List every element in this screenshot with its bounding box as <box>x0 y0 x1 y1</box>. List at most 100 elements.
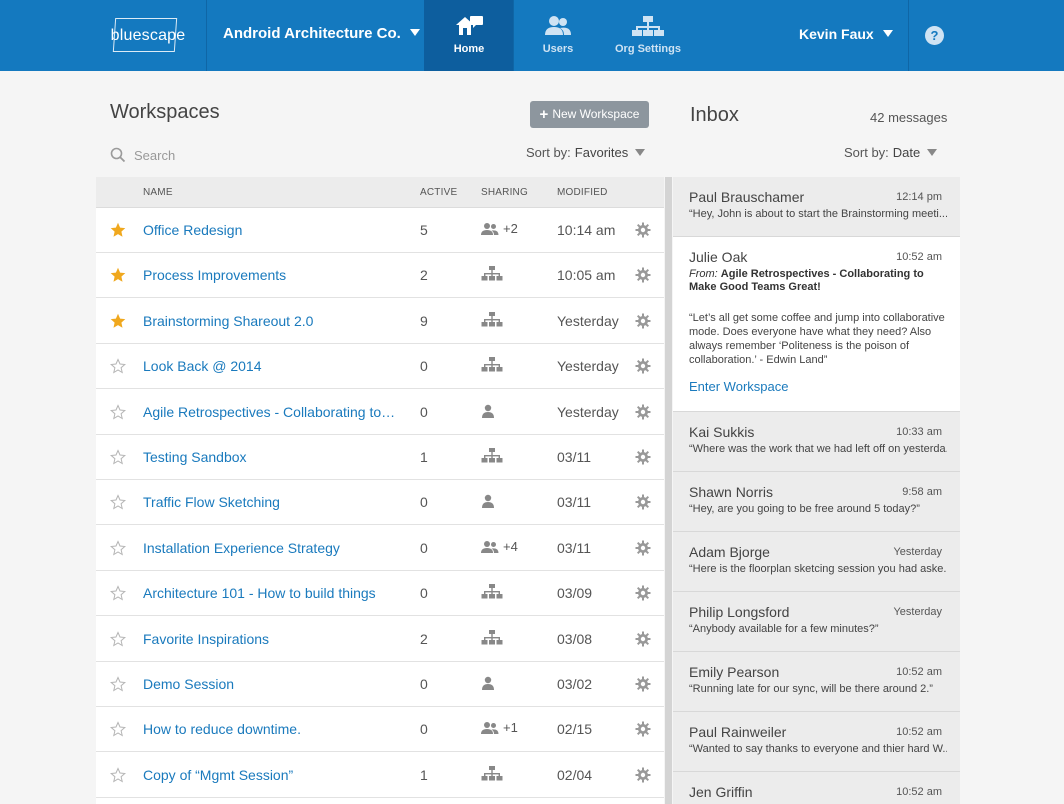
table-row[interactable]: Copy of “Mgmt Session” 1 02/04 <box>96 753 664 798</box>
from-label: From: <box>689 268 718 280</box>
bluescape-logo[interactable]: bluescape <box>107 18 189 52</box>
workspace-name[interactable]: Favorite Inspirations <box>143 630 270 647</box>
sharing-status <box>481 266 503 284</box>
table-row[interactable]: Agile Retrospectives - Collaborating to … <box>96 390 664 435</box>
star-filled-icon[interactable] <box>110 267 126 283</box>
tab-org-settings[interactable]: Org Settings <box>603 0 693 71</box>
workspace-name[interactable]: Architecture 101 - How to build things <box>143 585 376 602</box>
gear-icon[interactable] <box>635 222 651 238</box>
star-filled-icon[interactable] <box>110 222 126 238</box>
workspace-name[interactable]: Brainstorming Shareout 2.0 <box>143 312 314 329</box>
star-outline-icon[interactable] <box>110 540 126 556</box>
table-row[interactable]: Process Improvements 2 10:05 am <box>96 253 664 299</box>
sharing-status: +4 <box>481 539 518 557</box>
message-time: 10:52 am <box>896 726 942 738</box>
star-outline-icon[interactable] <box>110 721 126 737</box>
gear-icon[interactable] <box>635 676 651 692</box>
workspace-name[interactable]: Look Back @ 2014 <box>143 358 262 375</box>
star-filled-icon[interactable] <box>110 313 126 329</box>
active-count: 1 <box>420 766 428 783</box>
table-row[interactable]: Favorite Inspirations 2 03/08 <box>96 617 664 662</box>
table-row[interactable]: How to reduce downtime. 0 +1 02/15 <box>96 707 664 753</box>
message-preview: “Where was the work that we had left off… <box>689 443 947 455</box>
workspace-name[interactable]: Demo Session <box>143 676 235 692</box>
org-selector[interactable]: Android Architecture Co. <box>223 25 420 42</box>
gear-icon[interactable] <box>635 494 651 510</box>
workspace-sort[interactable]: Sort by: Favorites <box>526 145 646 160</box>
user-menu[interactable]: Kevin Faux <box>799 26 893 42</box>
workspace-name[interactable]: Copy of “Mgmt Session” <box>143 766 294 783</box>
org-chart-icon <box>481 266 503 281</box>
column-header-modified[interactable]: MODIFIED <box>557 187 608 198</box>
gear-icon[interactable] <box>635 585 651 601</box>
star-outline-icon[interactable] <box>110 676 126 692</box>
message-item[interactable]: Paul Brauschamer 12:14 pm “Hey, John is ab… <box>673 177 960 237</box>
message-item-expanded[interactable]: Julie Oak 10:52 am From: Agile Retrospecti… <box>673 237 960 412</box>
star-outline-icon[interactable] <box>110 767 126 783</box>
inbox-sort[interactable]: Sort by: Date <box>844 145 938 160</box>
table-row[interactable]: Architecture 101 - How to build things 0 0… <box>96 571 664 617</box>
gear-icon[interactable] <box>635 404 651 420</box>
help-icon[interactable]: ? <box>925 26 944 45</box>
gear-icon[interactable] <box>635 540 651 556</box>
tab-users[interactable]: Users <box>513 0 603 71</box>
gear-icon[interactable] <box>635 313 651 329</box>
table-row[interactable]: Brainstorming Shareout 2.0 9 Yesterday <box>96 299 664 344</box>
workspace-name[interactable]: How to reduce downtime. <box>143 721 301 738</box>
new-workspace-button[interactable]: + New Workspace <box>530 101 649 128</box>
workspace-name[interactable]: Testing Sandbox <box>143 449 247 465</box>
table-row[interactable]: Office Redesign 5 +2 10:14 am <box>96 208 664 253</box>
chevron-down-icon <box>927 149 938 156</box>
column-header-sharing[interactable]: SHARING <box>481 187 528 198</box>
message-item[interactable]: Adam Bjorge Yesterday “Here is the floorpl… <box>673 532 960 592</box>
table-row[interactable]: Installation Experience Strategy 0 +4 03/11 <box>96 526 664 571</box>
divider <box>513 0 514 71</box>
scrollbar[interactable] <box>665 177 672 804</box>
active-count: 2 <box>420 267 428 284</box>
table-row[interactable]: Testing Sandbox 1 03/11 <box>96 435 664 480</box>
star-outline-icon[interactable] <box>110 403 126 420</box>
message-item[interactable]: Jen Griffin 10:52 am <box>673 772 960 804</box>
single-user-icon <box>482 404 494 418</box>
star-outline-icon[interactable] <box>110 630 126 647</box>
star-outline-icon[interactable] <box>110 358 126 374</box>
active-count: 0 <box>420 721 428 738</box>
workspace-name[interactable]: Installation Experience Strategy <box>143 539 340 556</box>
column-header-active[interactable]: ACTIVE <box>420 187 458 198</box>
star-outline-icon[interactable] <box>110 494 126 510</box>
column-header-name[interactable]: NAME <box>143 187 173 198</box>
active-count: 1 <box>420 449 428 465</box>
table-row[interactable]: Demo Session 0 03/02 <box>96 662 664 707</box>
workspace-name[interactable]: Process Improvements <box>143 267 287 284</box>
gear-icon[interactable] <box>635 721 651 737</box>
modified-time: 02/15 <box>557 721 593 738</box>
message-item[interactable]: Emily Pearson 10:52 am “Running late for o… <box>673 652 960 712</box>
gear-icon[interactable] <box>635 358 651 374</box>
message-item[interactable]: Philip Longsford Yesterday “Anybody availa… <box>673 592 960 652</box>
table-row[interactable]: Look Back @ 2014 0 Yesterday <box>96 344 664 390</box>
workspace-name[interactable]: Traffic Flow Sketching <box>143 494 280 511</box>
sort-label: Sort by: <box>526 145 571 160</box>
gear-icon[interactable] <box>635 267 651 283</box>
message-time: Yesterday <box>893 606 942 618</box>
message-preview: “Hey, John is about to start the Brainst… <box>689 208 947 220</box>
search-input[interactable] <box>134 145 304 165</box>
star-outline-icon[interactable] <box>110 449 126 465</box>
tab-home[interactable]: Home <box>424 0 514 71</box>
table-row[interactable]: Traffic Flow Sketching 0 03/11 <box>96 480 664 526</box>
workspace-name[interactable]: Agile Retrospectives - Collaborating to … <box>143 403 398 420</box>
message-time: 10:52 am <box>896 786 942 798</box>
message-item[interactable]: Kai Sukkis 10:33 am “Where was the work th… <box>673 412 960 472</box>
gear-icon[interactable] <box>635 449 651 465</box>
gear-icon[interactable] <box>635 631 651 647</box>
message-item[interactable]: Shawn Norris 9:58 am “Hey, are you going t… <box>673 472 960 532</box>
modified-time: 03/11 <box>557 494 591 511</box>
enter-workspace-link[interactable]: Enter Workspace <box>689 379 789 394</box>
active-count: 0 <box>420 539 428 556</box>
message-item[interactable]: Paul Rainweiler 10:52 am “Wanted to say th… <box>673 712 960 772</box>
gear-icon[interactable] <box>635 767 651 783</box>
message-time: 12:14 pm <box>896 191 942 203</box>
workspace-name[interactable]: Office Redesign <box>143 222 243 238</box>
star-outline-icon[interactable] <box>110 585 126 601</box>
org-name: Android Architecture Co. <box>223 25 401 42</box>
